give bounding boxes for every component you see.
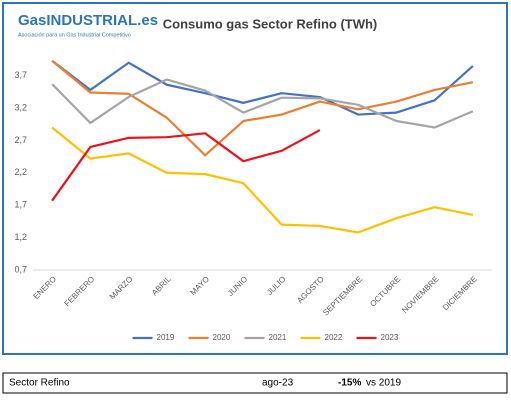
legend-label: 2021 bbox=[269, 333, 287, 342]
footer-period: ago-23 bbox=[262, 378, 294, 389]
legend-label: 2020 bbox=[213, 333, 231, 342]
line-series bbox=[51, 59, 474, 157]
y-tick-label: 3,7 bbox=[14, 70, 27, 80]
legend-label: 2023 bbox=[381, 333, 399, 342]
y-tick-label: 1,7 bbox=[14, 200, 27, 210]
logo-tagline: Asociación para un Gas Industrial Compet… bbox=[18, 32, 131, 38]
line-series bbox=[51, 126, 474, 234]
y-tick-label: 1,2 bbox=[14, 232, 27, 242]
legend-label: 2019 bbox=[157, 333, 175, 342]
footer-comparison: vs 2019 bbox=[366, 378, 401, 389]
line-series bbox=[51, 129, 321, 202]
y-tick-label: 0,7 bbox=[14, 264, 27, 274]
chart-frame bbox=[2, 2, 508, 355]
y-tick-label: 2,2 bbox=[14, 167, 27, 177]
y-tick-label: 2,7 bbox=[14, 135, 27, 145]
logo: GasINDUSTRIAL.es bbox=[18, 12, 158, 29]
legend-label: 2022 bbox=[325, 333, 343, 342]
footer-box bbox=[2, 372, 508, 394]
chart-title: Consumo gas Sector Refino (TWh) bbox=[163, 16, 378, 31]
line-series bbox=[51, 59, 474, 116]
footer-sector: Sector Refino bbox=[9, 378, 70, 389]
footer-change: -15% bbox=[338, 378, 361, 389]
y-tick-label: 3,2 bbox=[14, 102, 27, 112]
line-series bbox=[51, 78, 474, 129]
